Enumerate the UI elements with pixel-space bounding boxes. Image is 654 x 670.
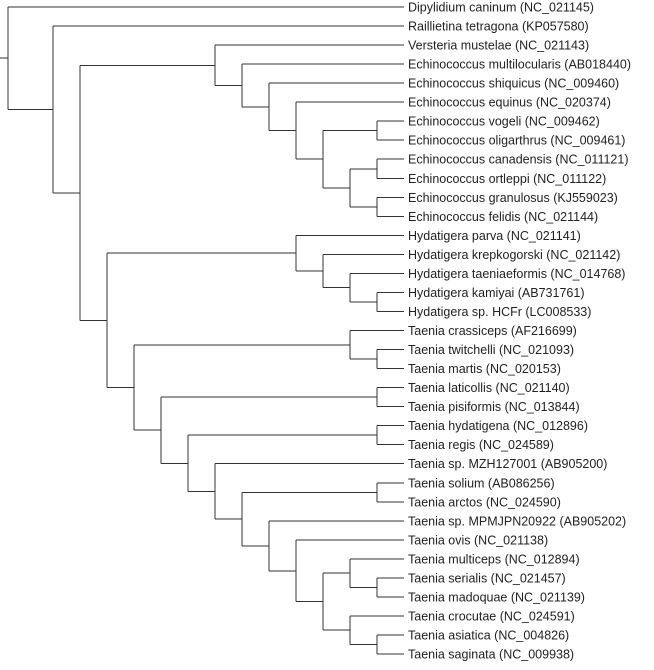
leaf-label: Taenia regis (NC_024589) xyxy=(408,438,554,452)
leaf-label: Taenia hydatigena (NC_012896) xyxy=(408,419,588,433)
leaf-label: Taenia sp. MZH127001 (AB905200) xyxy=(408,457,607,471)
leaf-label: Echinococcus multilocularis (AB018440) xyxy=(408,58,631,72)
leaf-label: Taenia serialis (NC_021457) xyxy=(408,571,566,585)
leaf-label: Taenia solium (AB086256) xyxy=(408,476,555,490)
leaf-label: Taenia arctos (NC_024590) xyxy=(408,495,561,509)
leaf-label: Raillietina tetragona (KP057580) xyxy=(408,20,589,34)
leaf-label: Echinococcus ortleppi (NC_011122) xyxy=(408,172,606,186)
leaf-label: Hydatigera kamiyai (AB731761) xyxy=(408,286,584,300)
leaf-label: Taenia laticollis (NC_021140) xyxy=(408,381,570,395)
leaf-label: Dipylidium caninum (NC_021145) xyxy=(408,1,594,15)
leaf-label: Echinococcus shiquicus (NC_009460) xyxy=(408,77,619,91)
leaf-label: Echinococcus oligarthrus (NC_009461) xyxy=(408,134,625,148)
leaf-label: Taenia multiceps (NC_012894) xyxy=(408,552,580,566)
leaf-label: Hydatigera sp. HCFr (LC008533) xyxy=(408,305,591,319)
leaf-label: Echinococcus canadensis (NC_011121) xyxy=(408,153,629,167)
leaf-label: Taenia pisiformis (NC_013844) xyxy=(408,400,580,414)
leaf-label: Taenia crocutae (NC_024591) xyxy=(408,609,575,623)
leaf-label: Echinococcus vogeli (NC_009462) xyxy=(408,115,600,129)
leaf-label: Echinococcus felidis (NC_021144) xyxy=(408,210,598,224)
leaf-label: Hydatigera krepkogorski (NC_021142) xyxy=(408,248,620,262)
leaf-label: Versteria mustelae (NC_021143) xyxy=(408,39,589,53)
leaf-label: Taenia madoquae (NC_021139) xyxy=(408,590,585,604)
leaf-label: Hydatigera parva (NC_021141) xyxy=(408,229,581,243)
tree-branches xyxy=(0,6,404,655)
leaf-label: Taenia ovis (NC_021138) xyxy=(408,533,548,547)
leaf-labels: Dipylidium caninum (NC_021145) Raillietin… xyxy=(408,1,631,662)
leaf-label: Taenia asiatica (NC_004826) xyxy=(408,628,569,642)
leaf-label: Taenia twitchelli (NC_021093) xyxy=(408,343,574,357)
leaf-label: Echinococcus equinus (NC_020374) xyxy=(408,96,611,110)
leaf-label: Hydatigera taeniaeformis (NC_014768) xyxy=(408,267,625,281)
leaf-label: Taenia saginata (NC_009938) xyxy=(408,648,574,662)
leaf-label: Taenia martis (NC_020153) xyxy=(408,362,561,376)
leaf-label: Taenia crassiceps (AF216699) xyxy=(408,324,577,338)
leaf-label: Taenia sp. MPMJPN20922 (AB905202) xyxy=(408,514,626,528)
leaf-label: Echinococcus granulosus (KJ559023) xyxy=(408,191,618,205)
